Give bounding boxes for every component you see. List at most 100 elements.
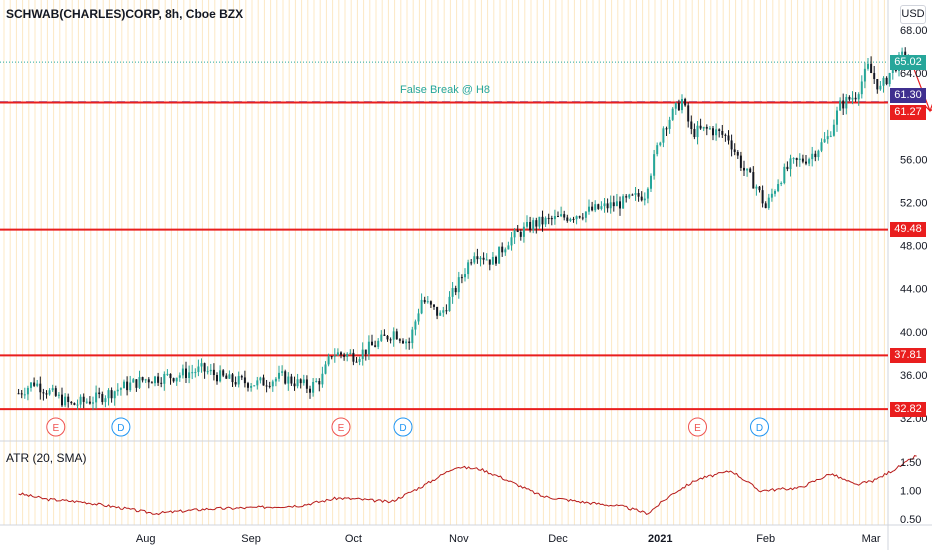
candle-up (23, 394, 26, 396)
candle-up (646, 188, 649, 199)
currency-label[interactable]: USD (900, 5, 926, 24)
atr-line (18, 455, 917, 516)
candle-up (485, 259, 488, 261)
candle-down (640, 196, 643, 201)
candle-up (411, 329, 414, 344)
dividend-marker (750, 417, 769, 437)
candle-up (860, 81, 863, 95)
candle-down (231, 374, 234, 383)
vertical-gridlines (3, 0, 885, 525)
candle-up (175, 377, 178, 382)
candle-up (104, 398, 107, 403)
price-series (17, 47, 910, 411)
candle-down (848, 96, 851, 100)
candle-up (426, 301, 429, 303)
candle-down (150, 382, 153, 384)
candle-up (163, 373, 166, 384)
candle-up (798, 158, 801, 160)
candle-up (113, 391, 116, 399)
candle-down (67, 396, 70, 403)
candle-up (857, 94, 860, 100)
candle-down (625, 196, 628, 198)
projection-arrow[interactable] (910, 35, 932, 113)
symbol-title[interactable]: SCHWAB(CHARLES)CORP, 8h, Cboe BZX (6, 7, 244, 21)
candle-down (386, 335, 389, 340)
candle-up (315, 381, 318, 383)
price-badge: 49.48 (890, 222, 926, 238)
candle-down (541, 216, 544, 225)
candle-down (805, 161, 807, 164)
atr-legend-label[interactable]: ATR (20, SMA) (6, 451, 87, 465)
candle-up (553, 216, 556, 220)
candle-down (423, 299, 426, 303)
candle-down (687, 105, 690, 122)
candle-up (324, 364, 327, 374)
candle-down (135, 379, 138, 388)
candle-up (879, 85, 882, 90)
atr-tick-label: 1.50 (900, 457, 921, 469)
candle-down (70, 402, 73, 404)
candle-down (606, 203, 609, 209)
time-tick-label: Feb (756, 533, 775, 545)
candle-down (39, 383, 42, 393)
candle-up (668, 119, 671, 129)
candle-down (743, 167, 745, 171)
candle-up (526, 221, 528, 227)
horizontal-levels[interactable] (0, 61, 888, 411)
candle-up (820, 142, 823, 151)
candle-up (839, 100, 842, 111)
candle-up (584, 211, 587, 218)
candle-down (364, 349, 367, 355)
candle-up (107, 390, 110, 399)
dividend-marker-label: D (756, 423, 763, 434)
candle-up (92, 402, 94, 404)
candle-down (547, 217, 550, 219)
candle-down (299, 379, 302, 384)
candle-up (296, 379, 299, 387)
candle-up (832, 124, 835, 136)
candle-up (780, 182, 783, 185)
candle-down (870, 63, 873, 73)
earnings-marker-label: E (694, 423, 701, 434)
earnings-marker-label: E (338, 423, 345, 434)
candle-down (343, 354, 346, 357)
candle-up (144, 379, 147, 381)
candle-up (138, 377, 141, 388)
candle-down (216, 375, 218, 382)
candle-up (85, 401, 88, 403)
candle-down (718, 129, 721, 131)
candle-down (690, 121, 693, 129)
time-tick-label: Sep (241, 533, 261, 545)
candle-down (309, 388, 311, 393)
candle-up (448, 296, 451, 312)
candle-down (374, 345, 377, 347)
candle-up (863, 68, 866, 82)
candle-up (467, 262, 470, 275)
candle-up (513, 230, 516, 238)
candle-down (172, 378, 175, 382)
candle-down (876, 79, 879, 90)
candle-up (473, 256, 476, 263)
candle-up (538, 216, 541, 227)
candle-down (212, 369, 215, 376)
candle-down (786, 166, 789, 170)
false-break-annotation[interactable]: False Break @ H8 (400, 84, 491, 96)
dividend-marker (393, 417, 413, 437)
time-axis[interactable]: AugSepOctNovDec2021FebMarApr (136, 533, 932, 545)
candle-down (814, 153, 817, 158)
candle-down (482, 257, 485, 260)
candle-down (17, 393, 20, 395)
candle-down (712, 128, 714, 136)
candle-down (619, 201, 621, 209)
candle-down (693, 128, 696, 138)
price-badge: 61.30 (890, 88, 926, 104)
candle-up (200, 363, 203, 367)
candle-up (504, 249, 507, 253)
time-tick-label: Mar (862, 533, 881, 545)
time-tick-label: 2021 (648, 533, 672, 545)
candle-up (817, 150, 820, 158)
candle-down (383, 334, 386, 336)
candle-down (110, 390, 113, 399)
